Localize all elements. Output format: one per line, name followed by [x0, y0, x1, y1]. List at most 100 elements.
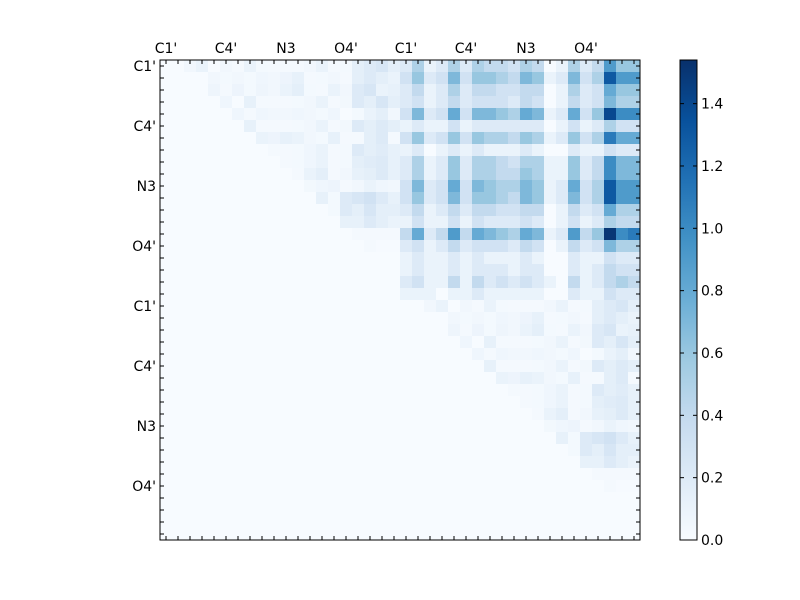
- heatmap-cell: [220, 72, 233, 85]
- heatmap-cell: [376, 240, 389, 253]
- heatmap-cell: [316, 444, 329, 457]
- heatmap-cell: [232, 192, 245, 205]
- heatmap-cell: [484, 192, 497, 205]
- heatmap-cell: [520, 516, 533, 529]
- heatmap-cell: [316, 468, 329, 481]
- heatmap-cell: [328, 96, 341, 109]
- heatmap-cell: [544, 516, 557, 529]
- heatmap-cell: [472, 264, 485, 277]
- heatmap-cell: [556, 420, 569, 433]
- heatmap-cell: [352, 72, 365, 85]
- heatmap-cell: [508, 372, 521, 385]
- heatmap-cell: [304, 168, 317, 181]
- heatmap-cell: [580, 480, 593, 493]
- heatmap-cell: [580, 228, 593, 241]
- heatmap-cell: [352, 336, 365, 349]
- heatmap-cell: [460, 240, 473, 253]
- heatmap-cell: [364, 192, 377, 205]
- heatmap-cell: [532, 144, 545, 157]
- heatmap-cell: [292, 444, 305, 457]
- heatmap-cell: [460, 204, 473, 217]
- heatmap-cell: [580, 132, 593, 145]
- heatmap-cell: [196, 204, 209, 217]
- heatmap-cell: [172, 192, 185, 205]
- heatmap-cell: [400, 348, 413, 361]
- heatmap-cell: [580, 372, 593, 385]
- heatmap-cell: [244, 72, 257, 85]
- heatmap-cell: [460, 468, 473, 481]
- heatmap-cell: [496, 336, 509, 349]
- heatmap-cell: [352, 504, 365, 517]
- heatmap-cell: [412, 456, 425, 469]
- y-tick-label: N3: [137, 179, 156, 195]
- heatmap-cell: [592, 60, 605, 73]
- heatmap-cell: [400, 444, 413, 457]
- heatmap-cell: [448, 396, 461, 409]
- heatmap-cell: [460, 252, 473, 265]
- heatmap-cell: [592, 336, 605, 349]
- heatmap-cell: [412, 420, 425, 433]
- heatmap-cell: [196, 84, 209, 97]
- heatmap-cell: [616, 168, 629, 181]
- heatmap-cell: [256, 72, 269, 85]
- heatmap-cell: [580, 516, 593, 529]
- heatmap-cell: [256, 528, 269, 541]
- heatmap-cell: [172, 528, 185, 541]
- heatmap-cell: [616, 84, 629, 97]
- heatmap-cell: [328, 72, 341, 85]
- heatmap-cell: [496, 84, 509, 97]
- heatmap-cell: [196, 480, 209, 493]
- heatmap-cell: [556, 168, 569, 181]
- heatmap-cell: [220, 132, 233, 145]
- heatmap-cell: [376, 468, 389, 481]
- heatmap-cell: [628, 468, 641, 481]
- heatmap-cell: [616, 240, 629, 253]
- heatmap-cell: [508, 288, 521, 301]
- heatmap-cell: [196, 468, 209, 481]
- heatmap-cell: [496, 216, 509, 229]
- heatmap-cell: [496, 276, 509, 289]
- heatmap-cell: [256, 324, 269, 337]
- heatmap-cell: [544, 468, 557, 481]
- heatmap-cell: [544, 528, 557, 541]
- heatmap-cell: [448, 456, 461, 469]
- heatmap-cell: [376, 180, 389, 193]
- heatmap-cell: [628, 300, 641, 313]
- heatmap-cell: [256, 504, 269, 517]
- heatmap-cell: [268, 372, 281, 385]
- heatmap-cell: [304, 432, 317, 445]
- heatmap-cell: [544, 384, 557, 397]
- heatmap-cell: [436, 300, 449, 313]
- heatmap-cell: [316, 72, 329, 85]
- heatmap-cell: [448, 384, 461, 397]
- heatmap-cell: [508, 240, 521, 253]
- heatmap-cell: [208, 336, 221, 349]
- heatmap-cell: [568, 216, 581, 229]
- heatmap-cell: [400, 420, 413, 433]
- heatmap-cell: [580, 72, 593, 85]
- heatmap-cell: [460, 480, 473, 493]
- heatmap-cell: [352, 288, 365, 301]
- heatmap-cell: [376, 108, 389, 121]
- heatmap-cell: [376, 516, 389, 529]
- heatmap-cell: [496, 108, 509, 121]
- heatmap-cell: [280, 396, 293, 409]
- heatmap-cell: [388, 228, 401, 241]
- heatmap-cell: [328, 228, 341, 241]
- heatmap-cell: [208, 384, 221, 397]
- heatmap-cell: [400, 156, 413, 169]
- heatmap-cell: [496, 312, 509, 325]
- heatmap-cell: [508, 132, 521, 145]
- heatmap-cell: [376, 408, 389, 421]
- heatmap-cell: [232, 72, 245, 85]
- heatmap-cell: [448, 132, 461, 145]
- heatmap-cell: [484, 360, 497, 373]
- heatmap-cell: [244, 348, 257, 361]
- heatmap-cell: [364, 288, 377, 301]
- heatmap-cell: [244, 84, 257, 97]
- heatmap-cell: [256, 516, 269, 529]
- heatmap-cell: [424, 252, 437, 265]
- heatmap-cell: [484, 372, 497, 385]
- heatmap-cell: [304, 108, 317, 121]
- heatmap-cell: [268, 180, 281, 193]
